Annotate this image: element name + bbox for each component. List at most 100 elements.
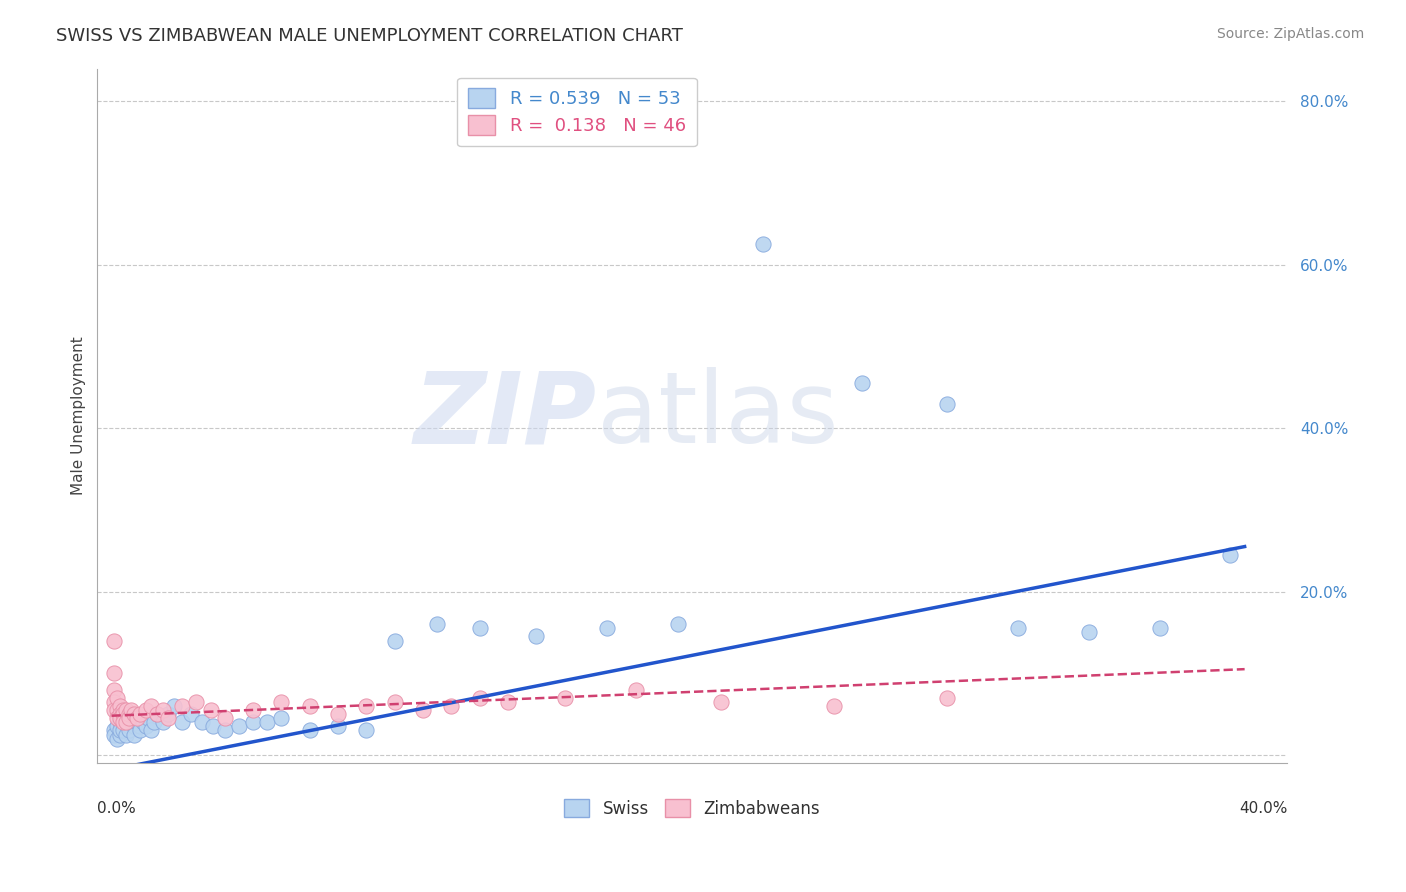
Point [128, 719, 150, 733]
Point [117, 719, 139, 733]
Point [412, 703, 434, 717]
Point [111, 707, 134, 722]
Point [131, 715, 153, 730]
Point [103, 666, 125, 681]
Point [298, 723, 321, 738]
Point [202, 719, 225, 733]
Point [114, 715, 136, 730]
Point [191, 715, 214, 730]
Point [128, 707, 150, 722]
Point [384, 633, 406, 648]
Point [172, 698, 194, 713]
Point [172, 715, 194, 730]
Point [326, 719, 349, 733]
Point [242, 715, 264, 730]
Point [105, 719, 128, 733]
Point [117, 723, 139, 738]
Point [125, 715, 148, 730]
Point [666, 617, 689, 632]
Point [526, 630, 548, 644]
Point [114, 703, 136, 717]
Point [242, 703, 264, 717]
Point [108, 727, 131, 741]
Point [228, 719, 250, 733]
Point [384, 695, 406, 709]
Point [152, 715, 174, 730]
Point [936, 690, 959, 705]
Point [186, 695, 208, 709]
Point [1149, 621, 1171, 635]
Point [270, 711, 292, 725]
Point [122, 719, 145, 733]
Point [120, 703, 142, 717]
Point [103, 633, 125, 648]
Point [108, 711, 131, 725]
Text: Source: ZipAtlas.com: Source: ZipAtlas.com [1216, 27, 1364, 41]
Point [134, 719, 156, 733]
Point [111, 723, 134, 738]
Point [146, 707, 169, 722]
Point [141, 723, 163, 738]
Point [134, 703, 156, 717]
Text: 0.0%: 0.0% [97, 801, 136, 816]
Point [596, 621, 619, 635]
Point [103, 727, 125, 741]
Point [356, 698, 378, 713]
Point [138, 711, 160, 725]
Text: 40.0%: 40.0% [1239, 801, 1286, 816]
Point [554, 690, 576, 705]
Point [180, 707, 202, 722]
Point [108, 698, 131, 713]
Point [141, 698, 163, 713]
Point [851, 376, 873, 391]
Point [823, 698, 845, 713]
Point [256, 715, 278, 730]
Point [111, 715, 134, 730]
Point [146, 707, 169, 722]
Point [105, 711, 128, 725]
Legend: Swiss, Zimbabweans: Swiss, Zimbabweans [557, 793, 827, 824]
Point [298, 698, 321, 713]
Point [105, 731, 128, 746]
Point [108, 715, 131, 730]
Point [270, 695, 292, 709]
Point [936, 396, 959, 410]
Point [1219, 548, 1241, 562]
Point [440, 698, 463, 713]
Point [356, 723, 378, 738]
Point [122, 727, 145, 741]
Point [108, 707, 131, 722]
Point [163, 698, 186, 713]
Point [157, 707, 180, 722]
Point [108, 723, 131, 738]
Text: atlas: atlas [598, 368, 839, 465]
Point [117, 707, 139, 722]
Point [1007, 621, 1029, 635]
Point [214, 711, 236, 725]
Point [117, 711, 139, 725]
Point [125, 711, 148, 725]
Point [157, 711, 180, 725]
Point [709, 695, 731, 709]
Point [1077, 625, 1099, 640]
Point [103, 703, 125, 717]
Point [496, 695, 519, 709]
Point [752, 237, 775, 252]
Text: SWISS VS ZIMBABWEAN MALE UNEMPLOYMENT CORRELATION CHART: SWISS VS ZIMBABWEAN MALE UNEMPLOYMENT CO… [56, 27, 683, 45]
Point [114, 715, 136, 730]
Point [200, 703, 222, 717]
Point [111, 703, 134, 717]
Text: ZIP: ZIP [413, 368, 598, 465]
Point [468, 621, 491, 635]
Point [468, 690, 491, 705]
Point [128, 723, 150, 738]
Point [103, 682, 125, 697]
Point [105, 690, 128, 705]
Point [426, 617, 449, 632]
Point [103, 695, 125, 709]
Point [143, 715, 166, 730]
Point [114, 727, 136, 741]
Point [152, 703, 174, 717]
Point [111, 711, 134, 725]
Point [326, 707, 349, 722]
